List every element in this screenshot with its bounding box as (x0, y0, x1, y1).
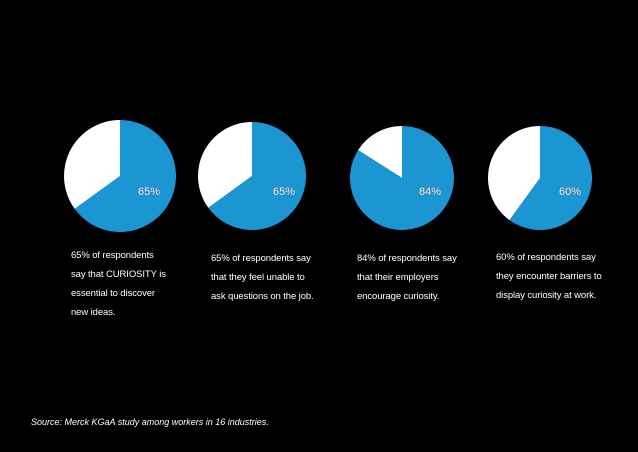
pie-slice-value (349, 126, 454, 230)
pie-slice-value (208, 122, 306, 230)
caption-employers-encourage: 84% of respondents say that their employ… (357, 249, 457, 306)
caption-line: 65% of respondents (71, 250, 154, 261)
pie-slice-remainder (488, 126, 540, 221)
pie-chart-2: 65% (197, 122, 306, 230)
pie-slice-remainder (358, 126, 402, 178)
caption-line: new ideas. (71, 307, 116, 318)
pie-data-label: 84% (419, 186, 441, 198)
caption-unable-to-ask: 65% of respondents say that they feel un… (211, 249, 314, 306)
caption-line: 84% of respondents say (357, 253, 457, 264)
caption-line: 65% of respondents say (211, 253, 311, 264)
caption-line: that their employers (357, 272, 439, 283)
pie-data-label: 60% (559, 186, 581, 198)
pie-chart-4: 60% (488, 126, 593, 230)
pie-slice-remainder (197, 122, 252, 208)
caption-curiosity-essential: 65% of respondents say that CURIOSITY is… (71, 246, 166, 322)
caption-line: say that CURIOSITY is (71, 269, 166, 280)
caption-line: 60% of respondents say (496, 252, 596, 263)
pie-slice-value (509, 126, 593, 230)
pie-slice-remainder (64, 120, 120, 209)
caption-line: encourage curiosity. (357, 291, 440, 302)
caption-line: they encounter barriers to (496, 271, 602, 282)
pie-data-label: 65% (138, 186, 160, 198)
pie-slice-value (74, 120, 177, 232)
caption-line: ask questions on the job. (211, 291, 314, 302)
caption-line: that they feel unable to (211, 272, 305, 283)
pie-chart-3: 84% (349, 126, 454, 230)
caption-line: essential to discover (71, 288, 155, 299)
pie-data-label: 65% (273, 186, 295, 198)
pie-chart-1: 65% (64, 120, 177, 232)
source-note: Source: Merck KGaA study among workers i… (31, 417, 269, 427)
caption-line: display curiosity at work. (496, 290, 597, 301)
caption-barriers-at-work: 60% of respondents say they encounter ba… (496, 248, 602, 305)
